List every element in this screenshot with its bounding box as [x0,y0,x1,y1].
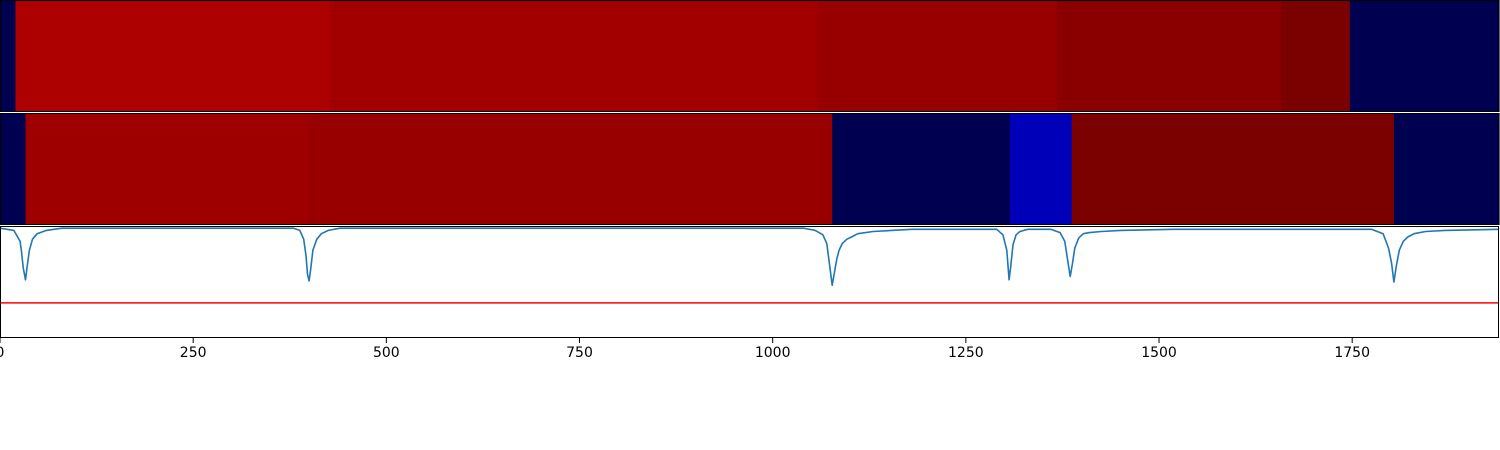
axes-frame [0,0,1499,112]
line-plot [0,226,1500,338]
x-tick-label: 500 [373,345,400,361]
heatmap-cell [1393,113,1500,225]
heatmap-cell [1281,0,1351,112]
heatmap-cell [1349,0,1500,112]
heatmap-cell [1057,0,1282,112]
heatmap-cell [0,0,17,112]
axes-frames [0,0,1499,338]
plot-background [0,226,1499,338]
heatmap-cell [309,113,833,225]
x-tick-label: 1250 [948,345,984,361]
x-tick-label: 750 [566,345,593,361]
axes-frame [0,113,1499,225]
heatmap-cell [25,113,310,225]
x-tick-label: 1750 [1334,345,1370,361]
heatmap-middle [0,113,1500,225]
heatmap-cell [1071,113,1395,225]
heatmap-cell [0,113,27,225]
heatmap-cell [15,0,331,112]
x-tick-label: 1500 [1141,345,1177,361]
heatmap-cell [832,113,1011,225]
axes-frame [0,226,1499,338]
x-axis-ticks: 0 250 500 750 1000 1250 1500 1750 [0,338,1370,361]
heatmap-cell [1009,113,1073,225]
heatmap-top [0,0,1500,112]
series-line [0,227,1500,287]
x-tick-label: 0 [0,345,4,361]
heatmap-cell [817,0,1058,112]
heatmap-cell [329,0,819,112]
x-tick-label: 1000 [755,345,791,361]
x-tick-label: 250 [180,345,207,361]
